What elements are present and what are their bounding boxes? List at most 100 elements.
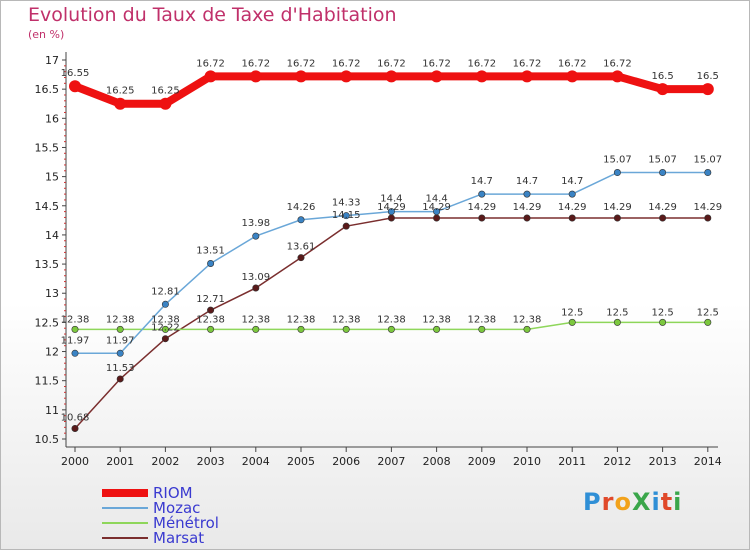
y-tick-label: 17 [45, 54, 59, 67]
data-point [523, 214, 531, 222]
proxiti-logo: ProXiti [583, 488, 682, 516]
data-label: 14.4 [425, 194, 447, 205]
logo-letter: X [631, 488, 652, 516]
x-tick-label: 2010 [513, 455, 541, 468]
data-point [387, 325, 395, 333]
data-label: 12.38 [196, 314, 225, 325]
logo-letter: i [673, 488, 683, 516]
chart-title: Evolution du Taux de Taxe d'Habitation [28, 4, 397, 26]
y-tick-label: 15.5 [35, 141, 60, 154]
data-point [116, 325, 124, 333]
data-point [656, 83, 669, 96]
data-label: 16.25 [151, 86, 180, 97]
data-point [659, 214, 667, 222]
y-tick-label: 10.5 [35, 433, 60, 446]
x-tick-label: 2002 [151, 455, 179, 468]
data-label: 12.38 [422, 314, 451, 325]
data-label: 12.5 [697, 307, 719, 318]
data-label: 14.7 [516, 176, 538, 187]
data-label: 12.5 [606, 307, 628, 318]
data-label: 15.07 [693, 155, 722, 166]
data-point [385, 70, 398, 83]
data-label: 16.72 [513, 58, 542, 69]
data-point [568, 214, 576, 222]
y-tick-label: 12 [45, 346, 59, 359]
x-tick-label: 2001 [106, 455, 134, 468]
data-point [478, 214, 486, 222]
data-point [704, 318, 712, 326]
series-riom [69, 70, 714, 110]
data-label: 15.07 [648, 155, 677, 166]
data-label: 14.26 [287, 202, 316, 213]
data-point [342, 212, 350, 220]
data-point [297, 325, 305, 333]
data-point [159, 97, 172, 110]
data-label: 16.5 [651, 71, 673, 82]
data-point [116, 375, 124, 383]
x-tick-label: 2013 [649, 455, 677, 468]
data-label: 16.72 [241, 58, 270, 69]
data-point [568, 318, 576, 326]
data-label: 13.61 [287, 242, 316, 253]
data-point [297, 216, 305, 224]
x-tick-label: 2000 [61, 455, 89, 468]
data-point [342, 325, 350, 333]
data-point [478, 190, 486, 198]
x-tick-label: 2004 [242, 455, 270, 468]
data-label: 14.29 [648, 202, 677, 213]
data-label: 12.38 [61, 314, 90, 325]
data-point [523, 190, 531, 198]
data-point [204, 70, 217, 83]
data-point [207, 306, 215, 314]
data-point [69, 80, 81, 93]
data-label: 12.81 [151, 286, 180, 297]
y-tick-label: 13 [45, 287, 59, 300]
data-label: 14.29 [377, 202, 406, 213]
data-point [207, 325, 215, 333]
y-tick-label: 11.5 [35, 375, 60, 388]
data-point [478, 325, 486, 333]
x-tick-label: 2014 [694, 455, 722, 468]
data-label: 12.38 [513, 314, 542, 325]
data-label: 12.5 [561, 307, 583, 318]
data-point [433, 214, 441, 222]
data-point [297, 254, 305, 262]
data-label: 14.15 [332, 210, 361, 221]
series-mntrol [71, 318, 712, 333]
y-tick-label: 14.5 [35, 200, 60, 213]
data-point [161, 325, 169, 333]
data-label: 14.33 [332, 198, 361, 209]
data-label: 13.98 [241, 218, 270, 229]
data-label: 12.38 [377, 314, 406, 325]
data-point [207, 259, 215, 267]
data-label: 16.72 [332, 58, 361, 69]
data-point [433, 325, 441, 333]
data-point [295, 70, 307, 83]
data-point [566, 70, 579, 83]
data-point [433, 208, 441, 216]
data-label: 14.29 [422, 202, 451, 213]
x-tick-label: 2011 [558, 455, 586, 468]
data-label: 16.72 [422, 58, 451, 69]
data-label: 11.97 [61, 335, 90, 346]
data-label: 13.09 [241, 272, 270, 283]
logo-letter: o [614, 488, 632, 516]
data-point [611, 70, 624, 83]
data-label: 12.38 [241, 314, 270, 325]
data-label: 12.38 [151, 314, 180, 325]
y-tick-label: 15 [45, 171, 59, 184]
data-point [521, 70, 533, 83]
data-label: 12.71 [196, 294, 225, 305]
data-label: 14.29 [558, 202, 587, 213]
data-label: 12.5 [651, 307, 673, 318]
data-point [71, 425, 79, 433]
data-label: 11.97 [106, 335, 135, 346]
data-point [161, 335, 169, 343]
data-point [659, 318, 667, 326]
data-point [161, 300, 169, 308]
data-point [659, 169, 667, 177]
data-label: 13.51 [196, 245, 225, 256]
data-label: 16.72 [558, 58, 587, 69]
logo-letter: P [583, 488, 602, 516]
series-mozac [71, 169, 712, 357]
